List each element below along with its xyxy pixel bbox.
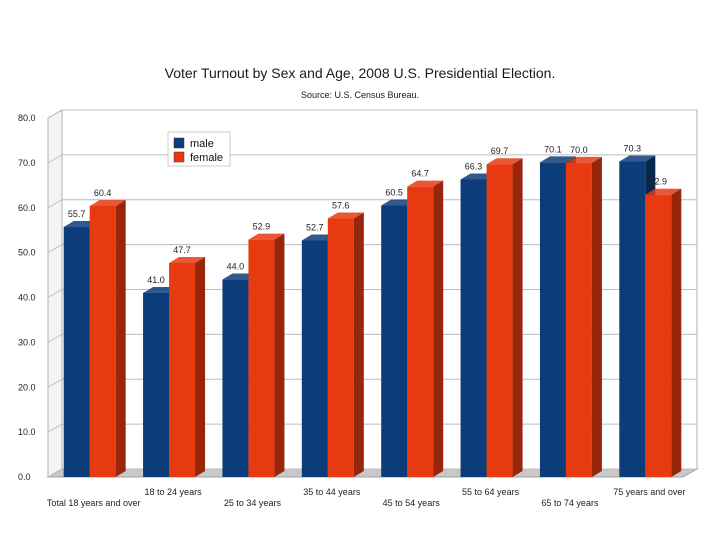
y-tick-label: 0.0 [18, 472, 31, 482]
x-category-label: 45 to 54 years [383, 498, 441, 508]
y-tick-label: 30.0 [18, 337, 36, 347]
bar-side [512, 158, 523, 477]
x-category-label: 55 to 64 years [462, 487, 520, 497]
y-tick-label: 70.0 [18, 158, 36, 168]
value-label: 47.7 [173, 245, 191, 255]
value-label: 70.1 [544, 144, 562, 154]
bar-top [89, 199, 126, 206]
bar-male [460, 179, 487, 477]
y-tick-label: 60.0 [18, 203, 36, 213]
value-label: 41.0 [147, 275, 165, 285]
bar-male [222, 279, 249, 477]
chart-title: Voter Turnout by Sex and Age, 2008 U.S. … [165, 65, 556, 81]
bar-side [433, 180, 444, 477]
bar-top [169, 256, 206, 263]
gridline [47, 154, 697, 164]
value-label: 62.9 [650, 177, 668, 187]
bar-male [539, 162, 566, 477]
x-category-label: Total 18 years and over [47, 498, 141, 508]
value-label: 57.6 [332, 201, 350, 211]
bar-side [591, 156, 602, 477]
x-category-label: 65 to 74 years [541, 498, 599, 508]
legend-label-female: female [190, 152, 223, 164]
y-tick-label: 80.0 [18, 113, 36, 123]
bar-side [195, 256, 206, 477]
bar-side [671, 188, 682, 477]
bar-top [619, 155, 656, 162]
bar-male [143, 293, 170, 477]
x-category-label: 18 to 24 years [145, 487, 203, 497]
bar-side [353, 212, 364, 477]
bar-female [645, 194, 672, 477]
plot-area: 0.0 10.0 20.0 30.0 40.0 50.0 60.0 70.0 80.0 55.7 6… [18, 109, 699, 508]
value-label: 70.3 [624, 144, 642, 154]
gridline [47, 109, 697, 119]
bar-top [539, 156, 576, 163]
bar-female [248, 239, 275, 477]
value-label: 52.9 [253, 222, 271, 232]
bar-top [327, 212, 364, 219]
value-label: 52.7 [306, 223, 324, 233]
bar-male [301, 240, 328, 477]
bar-side [115, 199, 126, 477]
bar-male [381, 205, 408, 477]
value-label: 60.5 [385, 188, 403, 198]
bar-side [274, 233, 285, 477]
value-label: 60.4 [94, 188, 112, 198]
bar-female [486, 164, 513, 477]
y-tick-label: 20.0 [18, 382, 36, 392]
bar-male [63, 227, 90, 477]
y-tick-label: 40.0 [18, 293, 36, 303]
bar-top [407, 180, 444, 187]
x-category-label: 35 to 44 years [303, 487, 361, 497]
x-category-label: 25 to 34 years [224, 498, 282, 508]
bar-top [565, 156, 602, 163]
bar-top [645, 188, 682, 195]
value-label: 66.3 [465, 161, 483, 171]
x-category-label: 75 years and over [613, 487, 685, 497]
legend-swatch-female [173, 151, 185, 163]
value-label: 44.0 [227, 262, 245, 272]
bar-female [565, 162, 592, 477]
bar-female [169, 262, 196, 477]
legend-swatch-male [173, 137, 185, 149]
bar-female [89, 205, 116, 477]
value-label: 70.0 [570, 145, 588, 155]
legend-label-male: male [190, 138, 214, 150]
bar-female [407, 186, 434, 477]
chart-subtitle: Source: U.S. Census Bureau. [301, 90, 419, 100]
bar-male [619, 161, 646, 477]
bar-top [486, 158, 523, 165]
value-label: 55.7 [68, 209, 86, 219]
y-tick-label: 10.0 [18, 427, 36, 437]
value-label: 64.7 [411, 169, 429, 179]
y-tick-label: 50.0 [18, 248, 36, 258]
bar-top [248, 233, 285, 240]
value-label: 69.7 [491, 146, 509, 156]
bar-female [327, 218, 354, 477]
